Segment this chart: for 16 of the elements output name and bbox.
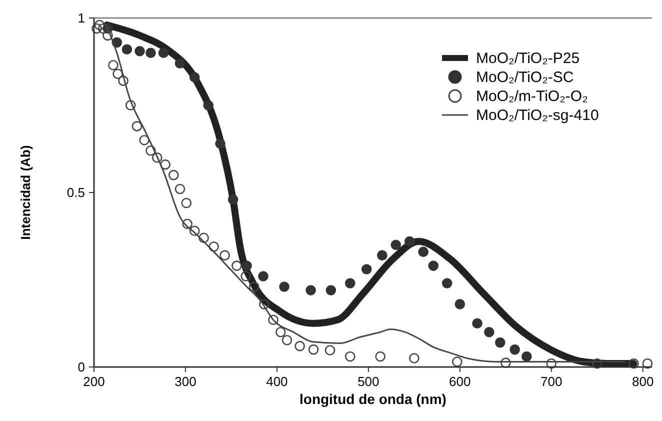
x-tick-label: 800 bbox=[632, 374, 654, 389]
legend-label: MoO₂/m-TiO₂-O₂ bbox=[476, 88, 588, 105]
legend-label: MoO₂/TiO₂-sg-410 bbox=[476, 107, 599, 124]
legend-label: MoO₂/TiO₂-P25 bbox=[476, 50, 580, 67]
x-tick-label: 200 bbox=[83, 374, 105, 389]
x-tick-label: 500 bbox=[358, 374, 380, 389]
y-tick-label: 0 bbox=[78, 360, 85, 374]
x-tick-label: 600 bbox=[449, 374, 471, 389]
x-tick-label: 700 bbox=[540, 374, 562, 389]
x-axis-title: longitud de onda (nm) bbox=[300, 391, 446, 407]
x-tick-label: 300 bbox=[174, 374, 196, 389]
y-tick-label: 1 bbox=[78, 10, 85, 26]
x-tick-label: 400 bbox=[266, 374, 288, 389]
y-axis-title: Intencidad (Ab) bbox=[18, 145, 33, 240]
legend-label: MoO₂/TiO₂-SC bbox=[476, 69, 574, 86]
y-tick-label: 0.5 bbox=[66, 185, 85, 200]
